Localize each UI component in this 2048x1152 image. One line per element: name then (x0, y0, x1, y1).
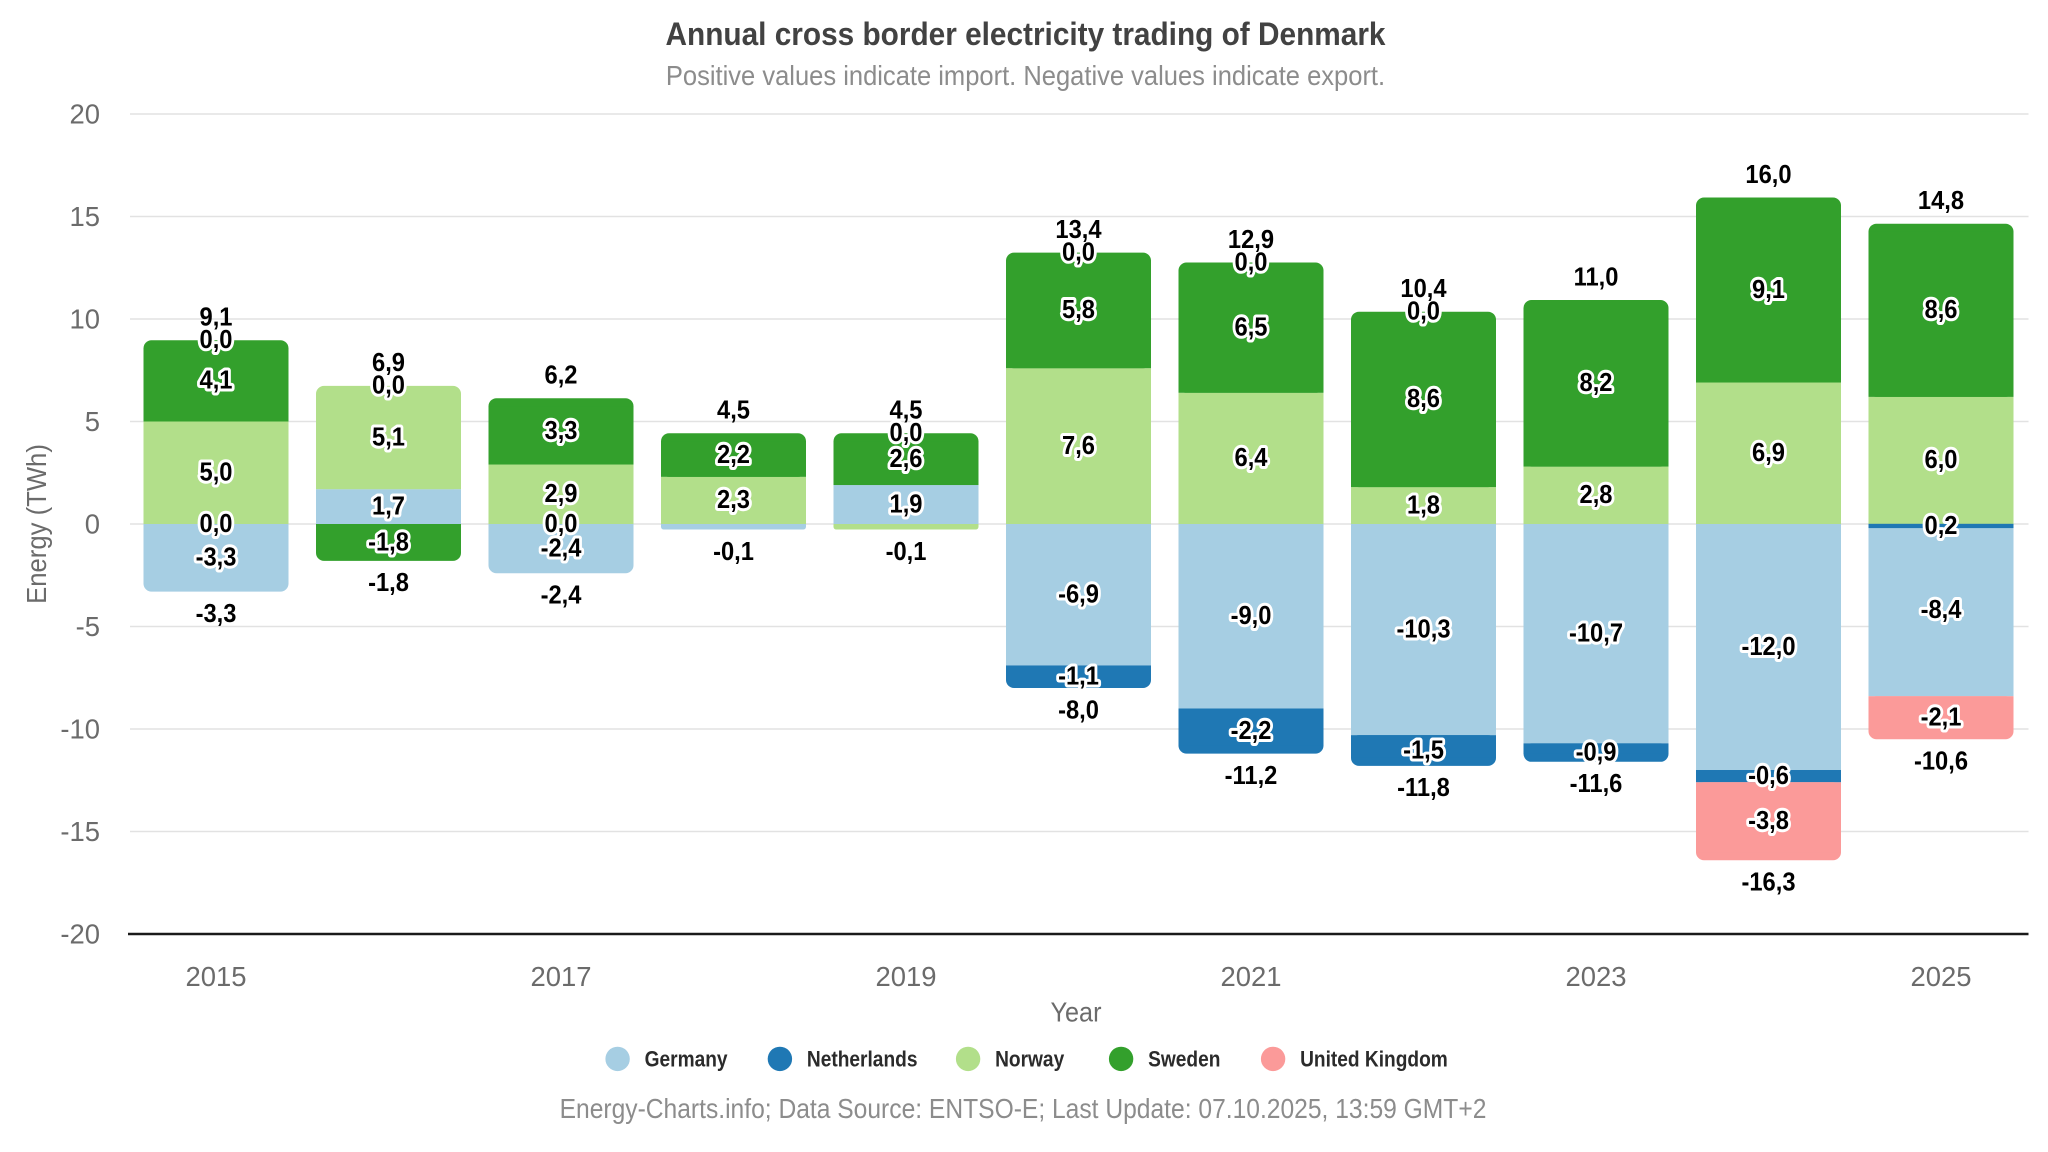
svg-text:United Kingdom: United Kingdom (1300, 1047, 1448, 1072)
svg-text:4,5: 4,5 (717, 397, 750, 425)
svg-text:5,8: 5,8 (1062, 296, 1095, 324)
svg-text:-1,8: -1,8 (368, 529, 409, 557)
svg-text:Germany: Germany (645, 1047, 728, 1072)
svg-text:3,3: 3,3 (545, 417, 578, 445)
svg-text:-10,7: -10,7 (1569, 620, 1623, 648)
svg-text:0: 0 (85, 508, 100, 539)
svg-text:0,0: 0,0 (200, 326, 233, 354)
svg-text:Positive values indicate impor: Positive values indicate import. Negativ… (666, 60, 1385, 91)
svg-text:-2,4: -2,4 (541, 535, 582, 563)
svg-text:9,1: 9,1 (1752, 276, 1785, 304)
svg-text:-6,9: -6,9 (1058, 581, 1099, 609)
svg-text:-1,1: -1,1 (1058, 663, 1099, 691)
svg-text:2,9: 2,9 (545, 480, 578, 508)
svg-text:4,5: 4,5 (890, 397, 923, 425)
svg-text:1,8: 1,8 (1407, 492, 1440, 520)
svg-text:2,8: 2,8 (1580, 481, 1613, 509)
svg-text:-11,8: -11,8 (1397, 774, 1450, 802)
svg-text:Annual cross border electricit: Annual cross border electricity trading … (666, 16, 1387, 52)
svg-text:-10: -10 (60, 713, 100, 744)
svg-text:8,6: 8,6 (1925, 296, 1958, 324)
svg-text:6,9: 6,9 (372, 349, 405, 377)
svg-text:6,9: 6,9 (1752, 439, 1785, 467)
svg-text:-2,1: -2,1 (1921, 704, 1962, 732)
svg-text:5,1: 5,1 (372, 424, 405, 452)
svg-text:-10,6: -10,6 (1914, 748, 1968, 776)
svg-text:-3,3: -3,3 (196, 544, 237, 572)
svg-text:1,9: 1,9 (890, 491, 923, 519)
svg-text:1,7: 1,7 (372, 493, 405, 521)
svg-text:8,6: 8,6 (1407, 385, 1440, 413)
svg-text:-2,4: -2,4 (541, 582, 582, 610)
svg-text:5,0: 5,0 (200, 459, 233, 487)
svg-text:0,2: 0,2 (1925, 512, 1958, 540)
svg-text:7,6: 7,6 (1062, 432, 1095, 460)
svg-text:6,4: 6,4 (1235, 444, 1268, 472)
svg-text:0,0: 0,0 (1235, 249, 1268, 277)
svg-text:-16,3: -16,3 (1741, 869, 1795, 897)
svg-text:2021: 2021 (1220, 961, 1281, 992)
svg-text:-15: -15 (60, 816, 100, 847)
svg-text:-0,1: -0,1 (886, 538, 927, 566)
svg-text:-3,3: -3,3 (196, 600, 237, 628)
svg-text:0,0: 0,0 (1062, 239, 1095, 267)
svg-text:-11,2: -11,2 (1225, 762, 1278, 790)
svg-text:-10,3: -10,3 (1396, 616, 1450, 644)
svg-text:Year: Year (1051, 996, 1102, 1028)
svg-text:0,0: 0,0 (545, 510, 578, 538)
svg-text:2015: 2015 (185, 961, 246, 992)
svg-text:-2,2: -2,2 (1231, 717, 1272, 745)
svg-text:12,9: 12,9 (1228, 226, 1274, 254)
svg-text:14,8: 14,8 (1918, 187, 1964, 215)
svg-text:-0,6: -0,6 (1748, 762, 1789, 790)
svg-text:-8,4: -8,4 (1921, 596, 1962, 624)
svg-text:6,5: 6,5 (1235, 314, 1268, 342)
svg-text:2,3: 2,3 (717, 486, 750, 514)
svg-text:2023: 2023 (1565, 961, 1626, 992)
svg-text:2017: 2017 (530, 961, 591, 992)
svg-text:0,0: 0,0 (1407, 298, 1440, 326)
svg-text:15: 15 (69, 201, 100, 232)
svg-text:6,0: 6,0 (1925, 446, 1958, 474)
svg-text:Netherlands: Netherlands (807, 1047, 918, 1072)
svg-text:Energy-Charts.info; Data Sourc: Energy-Charts.info; Data Source: ENTSO-E… (560, 1093, 1487, 1125)
svg-text:6,2: 6,2 (545, 362, 578, 390)
svg-text:-11,6: -11,6 (1570, 770, 1623, 798)
svg-text:10,4: 10,4 (1400, 275, 1446, 303)
svg-text:-5: -5 (76, 611, 100, 642)
svg-text:-0,9: -0,9 (1576, 739, 1617, 767)
svg-text:2,6: 2,6 (890, 445, 923, 473)
svg-text:-0,1: -0,1 (713, 538, 754, 566)
svg-text:-20: -20 (60, 918, 100, 949)
svg-text:9,1: 9,1 (200, 304, 233, 332)
svg-text:-12,0: -12,0 (1741, 633, 1795, 661)
svg-text:Energy (TWh): Energy (TWh) (21, 444, 52, 604)
svg-text:0,0: 0,0 (372, 372, 405, 400)
svg-text:-1,8: -1,8 (368, 569, 409, 597)
svg-text:-3,8: -3,8 (1748, 807, 1789, 835)
svg-text:10: 10 (69, 303, 100, 334)
svg-text:0,0: 0,0 (890, 419, 923, 447)
svg-text:0,0: 0,0 (200, 510, 233, 538)
svg-text:20: 20 (69, 98, 100, 129)
svg-text:4,1: 4,1 (200, 367, 233, 395)
svg-text:2,2: 2,2 (717, 441, 750, 469)
svg-text:Sweden: Sweden (1148, 1047, 1220, 1072)
svg-text:11,0: 11,0 (1574, 264, 1619, 292)
svg-text:-9,0: -9,0 (1231, 602, 1272, 630)
svg-text:-1,5: -1,5 (1403, 737, 1444, 765)
svg-text:13,4: 13,4 (1055, 216, 1101, 244)
svg-text:-8,0: -8,0 (1058, 697, 1099, 725)
svg-text:2025: 2025 (1910, 961, 1971, 992)
svg-text:5: 5 (85, 406, 100, 437)
svg-text:16,0: 16,0 (1745, 161, 1791, 189)
svg-text:2019: 2019 (875, 961, 936, 992)
svg-text:Norway: Norway (995, 1047, 1065, 1072)
svg-text:8,2: 8,2 (1580, 369, 1613, 397)
